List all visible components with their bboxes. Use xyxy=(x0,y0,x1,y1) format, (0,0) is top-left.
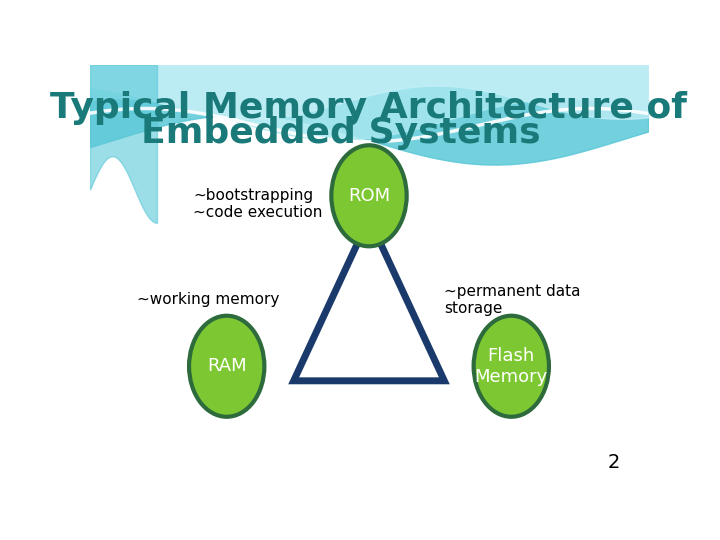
Text: ~working memory: ~working memory xyxy=(138,292,280,307)
Ellipse shape xyxy=(331,145,407,246)
Text: Flash
Memory: Flash Memory xyxy=(474,347,548,386)
Text: ~bootstrapping
~code execution: ~bootstrapping ~code execution xyxy=(193,188,323,220)
Text: ~permanent data
storage: ~permanent data storage xyxy=(444,284,581,316)
Ellipse shape xyxy=(474,316,549,417)
Text: Embedded Systems: Embedded Systems xyxy=(141,117,541,151)
Text: Typical Memory Architecture of: Typical Memory Architecture of xyxy=(50,91,688,125)
Text: ROM: ROM xyxy=(348,187,390,205)
Text: 2: 2 xyxy=(608,453,620,472)
Text: RAM: RAM xyxy=(207,357,246,375)
Ellipse shape xyxy=(189,316,264,417)
